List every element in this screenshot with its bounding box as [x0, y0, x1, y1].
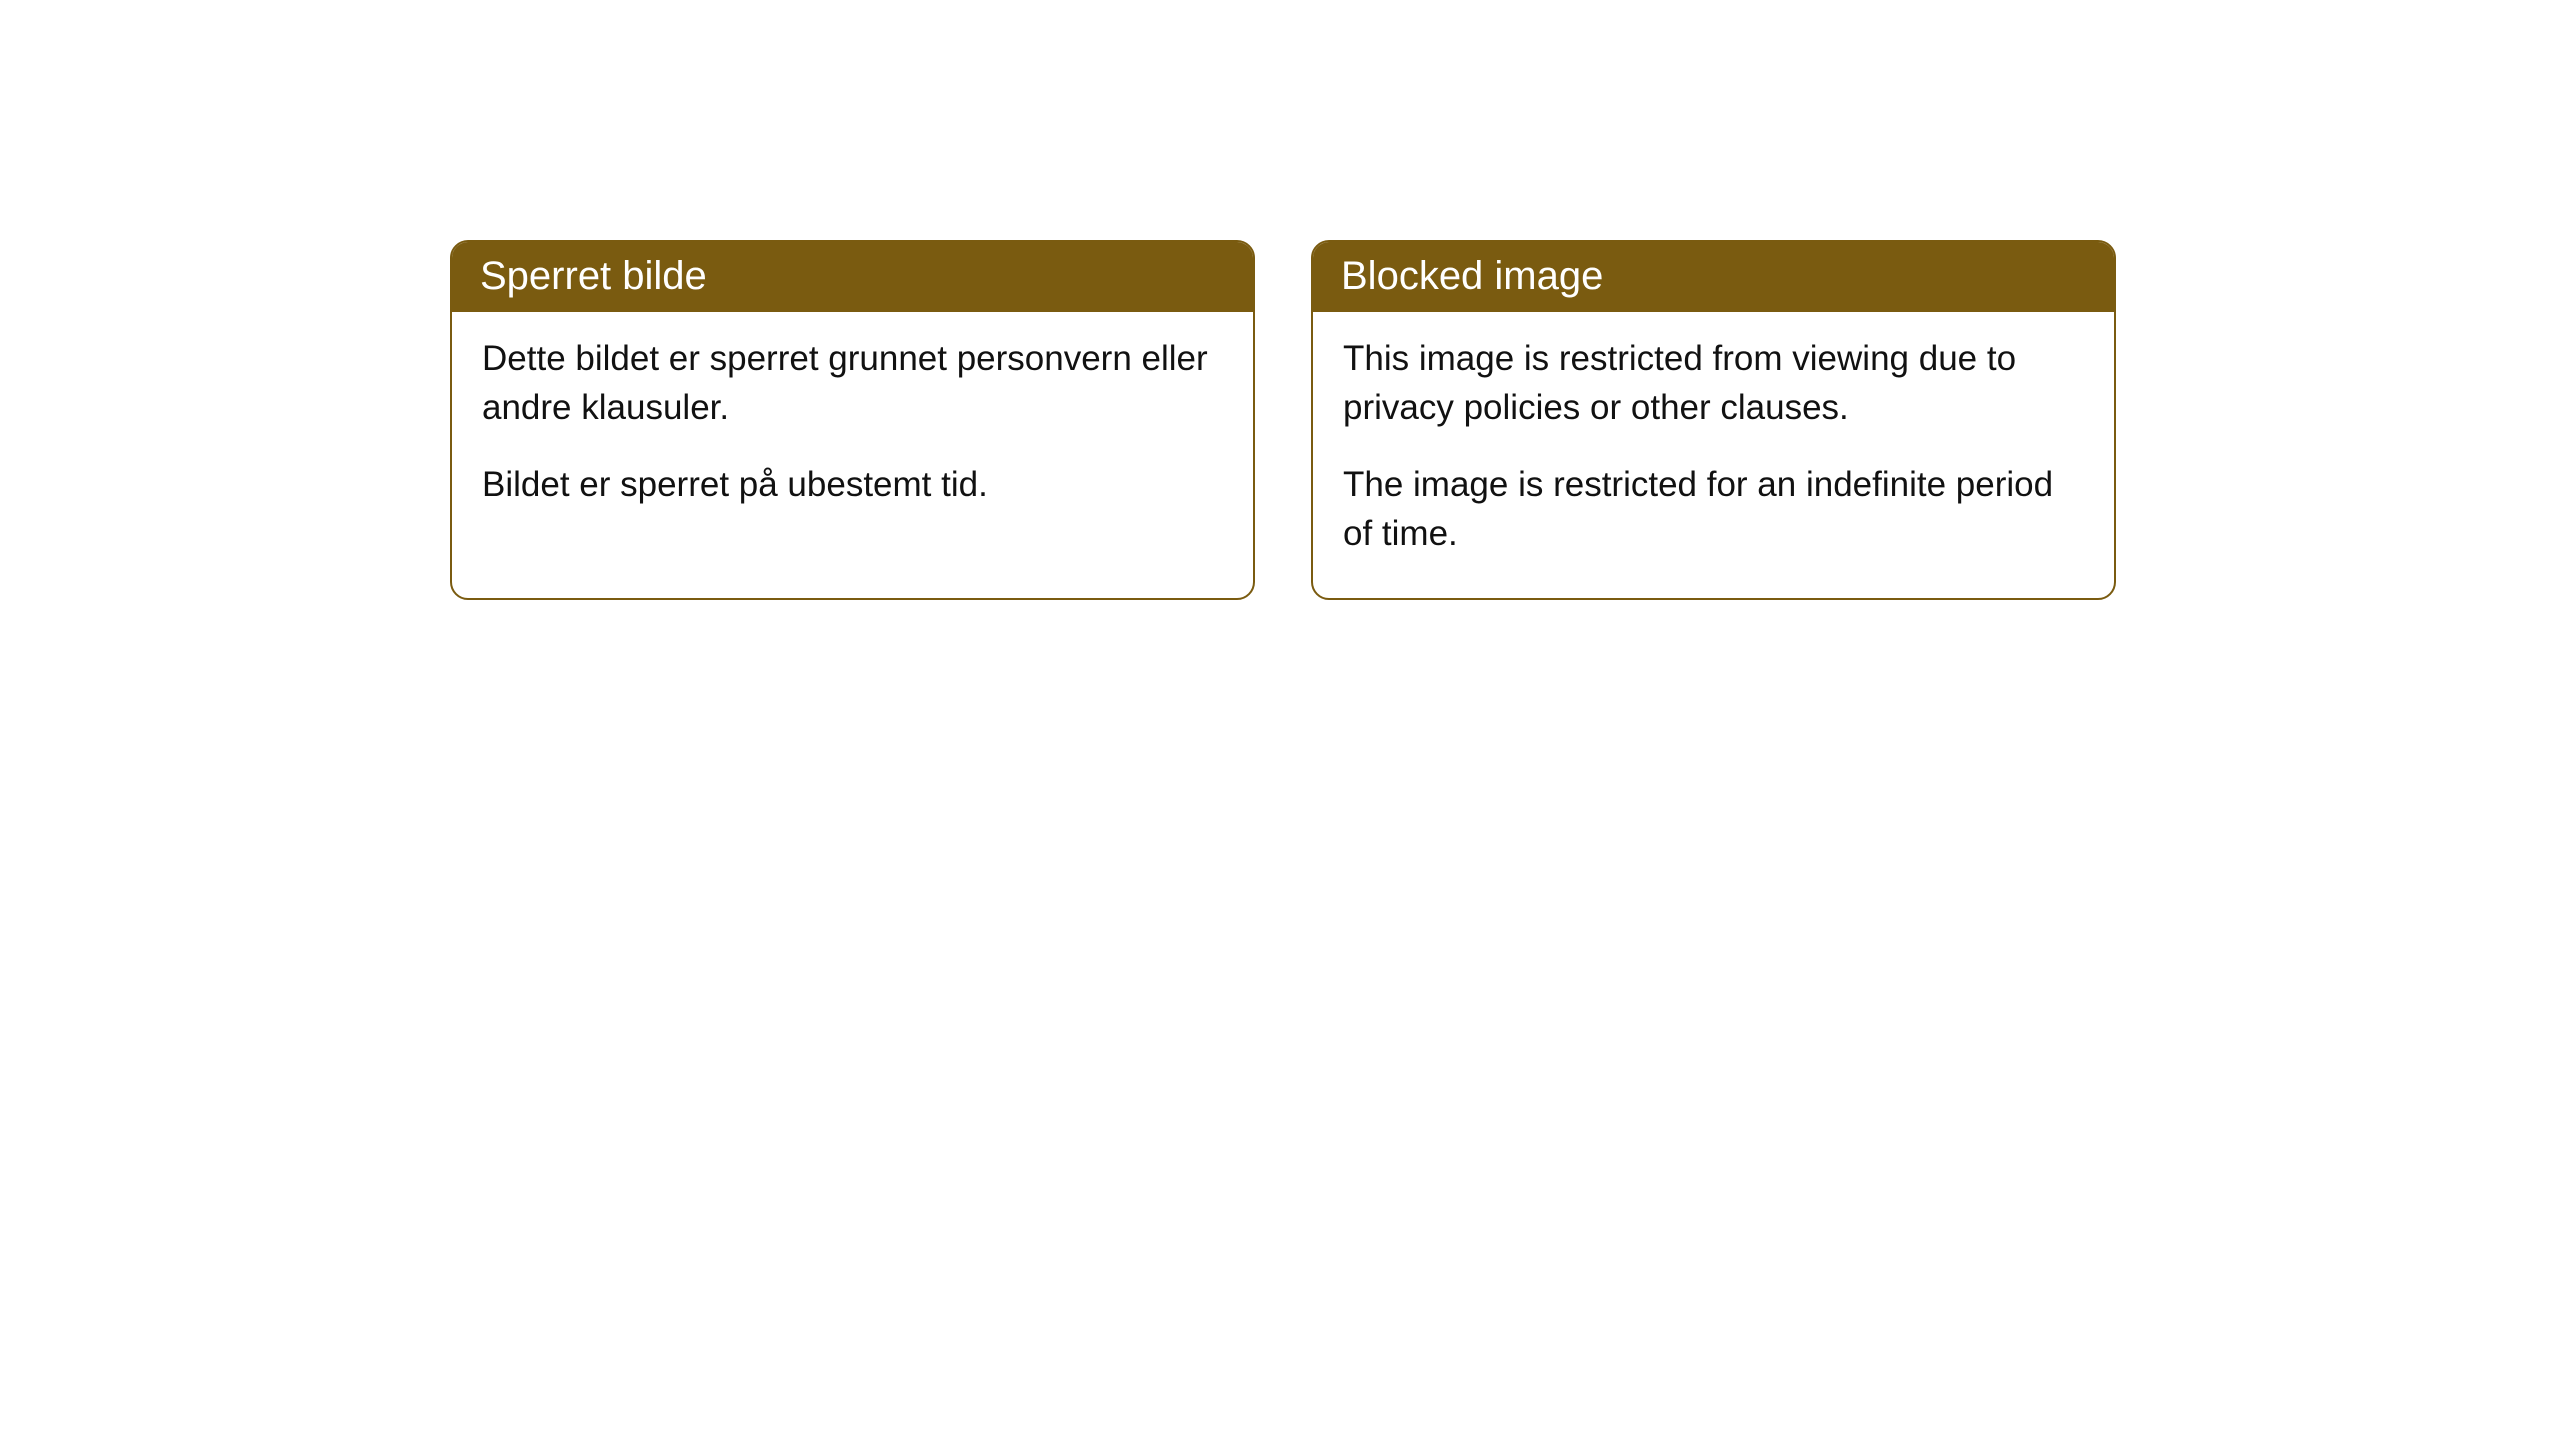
card-header-no: Sperret bilde — [452, 242, 1253, 312]
card-paragraph: Bildet er sperret på ubestemt tid. — [482, 460, 1223, 509]
card-body-en: This image is restricted from viewing du… — [1313, 312, 2114, 598]
card-paragraph: Dette bildet er sperret grunnet personve… — [482, 334, 1223, 432]
card-paragraph: This image is restricted from viewing du… — [1343, 334, 2084, 432]
blocked-image-card-no: Sperret bilde Dette bildet er sperret gr… — [450, 240, 1255, 600]
card-header-en: Blocked image — [1313, 242, 2114, 312]
message-cards-container: Sperret bilde Dette bildet er sperret gr… — [0, 0, 2560, 600]
blocked-image-card-en: Blocked image This image is restricted f… — [1311, 240, 2116, 600]
card-body-no: Dette bildet er sperret grunnet personve… — [452, 312, 1253, 549]
card-paragraph: The image is restricted for an indefinit… — [1343, 460, 2084, 558]
